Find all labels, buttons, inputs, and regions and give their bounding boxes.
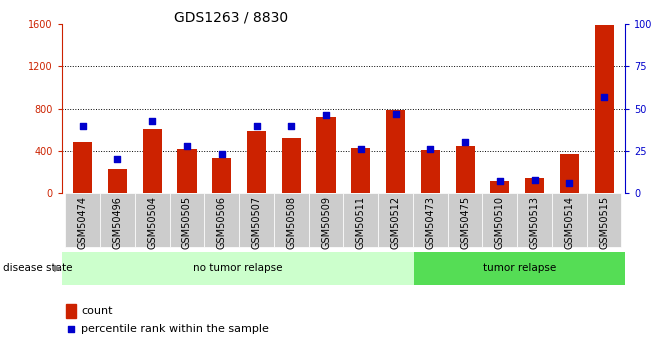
Bar (560, 154, 579, 193)
Text: GSM50513: GSM50513 (529, 196, 540, 249)
Point (391, 111, 401, 117)
Text: GSM50511: GSM50511 (356, 196, 366, 249)
Bar (282, 138, 301, 193)
Text: GSM50504: GSM50504 (147, 196, 158, 249)
Point (321, 113, 331, 118)
FancyBboxPatch shape (204, 193, 239, 247)
Text: GDS1263 / 8830: GDS1263 / 8830 (174, 10, 288, 24)
Point (495, 179, 505, 184)
Bar (73, 142, 92, 193)
FancyBboxPatch shape (274, 193, 309, 247)
Bar (352, 148, 370, 193)
Bar (594, 25, 614, 193)
Point (564, 180, 575, 186)
Bar (386, 110, 405, 193)
FancyBboxPatch shape (552, 193, 587, 247)
Text: GSM50505: GSM50505 (182, 196, 192, 249)
Point (77, 123, 88, 128)
Text: GSM50509: GSM50509 (321, 196, 331, 249)
Bar (66, 304, 76, 318)
FancyBboxPatch shape (448, 193, 482, 247)
Point (529, 177, 540, 183)
Text: GSM50508: GSM50508 (286, 196, 296, 249)
Text: GSM50474: GSM50474 (77, 196, 88, 249)
FancyBboxPatch shape (135, 193, 170, 247)
Text: GSM50475: GSM50475 (460, 196, 470, 249)
Text: GSM50473: GSM50473 (425, 196, 436, 249)
FancyBboxPatch shape (309, 193, 344, 247)
FancyBboxPatch shape (65, 193, 100, 247)
Text: GSM50512: GSM50512 (391, 196, 400, 249)
Text: disease state: disease state (3, 263, 73, 273)
Bar (247, 131, 266, 193)
Text: GSM50507: GSM50507 (251, 196, 262, 249)
Text: tumor relapse: tumor relapse (483, 263, 556, 273)
FancyBboxPatch shape (517, 193, 552, 247)
Text: percentile rank within the sample: percentile rank within the sample (81, 324, 270, 334)
Point (599, 94, 609, 100)
FancyBboxPatch shape (100, 193, 135, 247)
Point (425, 147, 436, 152)
FancyBboxPatch shape (413, 193, 448, 247)
Bar (143, 129, 162, 193)
Point (112, 157, 122, 162)
Text: ▶: ▶ (54, 263, 62, 273)
Bar (62, 252, 414, 285)
FancyBboxPatch shape (170, 193, 204, 247)
FancyBboxPatch shape (587, 193, 622, 247)
Point (217, 151, 227, 157)
Point (251, 123, 262, 128)
Text: count: count (81, 306, 113, 316)
Point (182, 143, 192, 149)
Point (286, 123, 296, 128)
Point (355, 147, 366, 152)
FancyBboxPatch shape (482, 193, 517, 247)
Text: GSM50496: GSM50496 (113, 196, 122, 249)
Bar (178, 149, 197, 193)
FancyBboxPatch shape (378, 193, 413, 247)
Bar (525, 178, 544, 193)
Text: GSM50510: GSM50510 (495, 196, 505, 249)
Text: GSM50515: GSM50515 (599, 196, 609, 249)
Text: GSM50506: GSM50506 (217, 196, 227, 249)
Bar (414, 252, 625, 285)
FancyBboxPatch shape (239, 193, 274, 247)
Point (460, 140, 470, 145)
Bar (212, 158, 231, 193)
Point (333, 230, 344, 236)
Bar (456, 146, 475, 193)
Bar (421, 150, 440, 193)
Bar (108, 169, 127, 193)
Text: no tumor relapse: no tumor relapse (193, 263, 283, 273)
Bar (316, 117, 335, 193)
FancyBboxPatch shape (344, 193, 378, 247)
Bar (490, 180, 509, 193)
Text: GSM50514: GSM50514 (564, 196, 574, 249)
Point (147, 118, 158, 123)
